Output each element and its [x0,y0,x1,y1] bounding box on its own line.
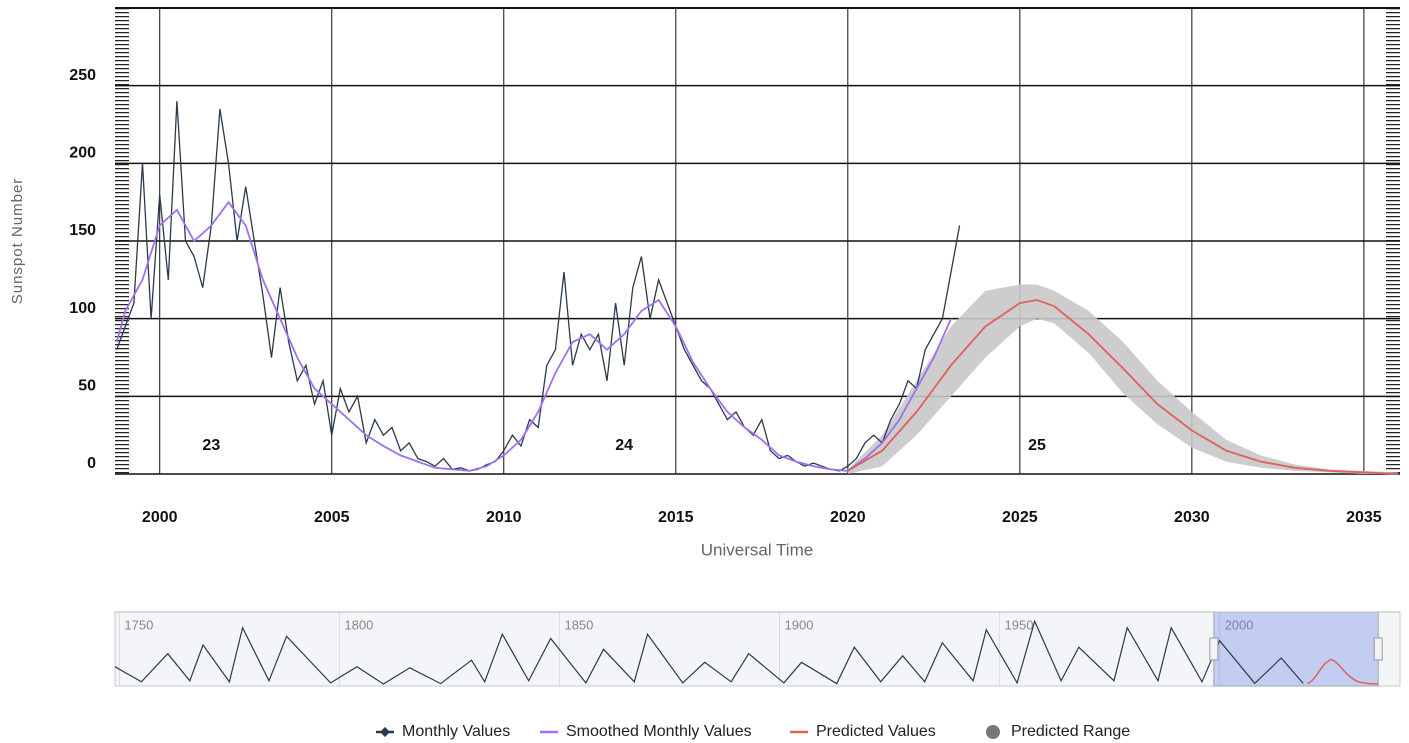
navigator-tick-label: 1800 [344,617,373,632]
navigator-handle[interactable] [1209,637,1219,661]
legend-marker [380,727,390,737]
legend-label[interactable]: Predicted Range [1011,723,1130,740]
y-tick-label: 200 [69,145,96,162]
navigator-tick-label: 1850 [564,617,593,632]
navigator-tick-label: 2000 [1225,617,1254,632]
x-tick-label: 2010 [486,509,522,526]
navigator-line [114,619,1304,685]
legend: Monthly Values Smoothed Monthly Values Pre… [376,723,1130,740]
x-tick-label: 2005 [314,509,350,526]
navigator-tick-label: 1750 [124,617,153,632]
series-line [847,299,1399,475]
legend-label[interactable]: Smoothed Monthly Values [566,723,752,740]
navigator: 1750 1800 1850 1900 1950 2000 [114,611,1400,687]
series [115,101,1399,475]
x-tick-label: 2025 [1002,509,1038,526]
x-tick-label: 2030 [1174,509,1210,526]
x-tick-label: 2035 [1346,509,1382,526]
range-area [847,284,1399,474]
labels: 0 50 100 150 200 250 2000 2005 2010 2015 2020 2025 2… [69,67,1381,526]
navigator-selection [1213,611,1379,687]
y-tick-label: 0 [87,455,96,472]
y-tick-label: 50 [78,378,96,395]
cycle-label: 23 [202,437,220,454]
series-line [115,200,952,472]
navigator-tick-label: 1950 [1005,617,1034,632]
x-tick-label: 2000 [142,509,178,526]
navigator-area [114,611,1401,687]
y-tick-label: 100 [69,300,96,317]
x-tick-label: 2020 [830,509,866,526]
y-axis-title: Sunspot Number [9,178,26,305]
x-axis-title: Universal Time [701,540,813,559]
legend-marker [986,725,1000,739]
legend-label[interactable]: Monthly Values [402,723,510,740]
grid [115,8,1400,475]
navigator-predicted-line [1307,658,1379,685]
legend-label[interactable]: Predicted Values [816,723,936,740]
cycle-label: 25 [1028,437,1046,454]
navigator-tick-label: 1900 [785,617,814,632]
x-tick-label: 2015 [658,509,694,526]
navigator-handle[interactable] [1373,637,1383,661]
cycle-label: 24 [615,437,633,454]
y-tick-label: 250 [69,67,96,84]
y-tick-label: 150 [69,222,96,239]
